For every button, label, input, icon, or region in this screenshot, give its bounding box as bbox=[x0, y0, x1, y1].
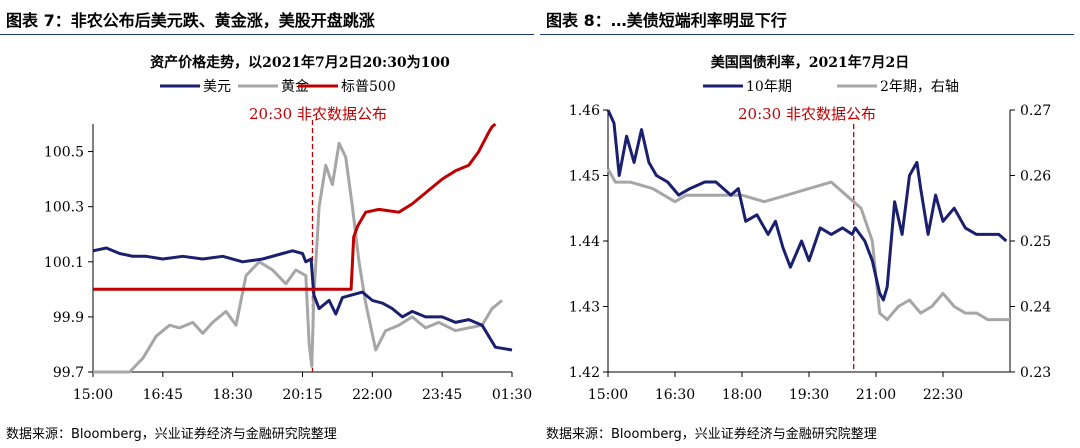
series-line-usd bbox=[92, 246, 513, 352]
y-tick-label-left: 1.44 bbox=[569, 234, 600, 250]
chart-title: 美国国债利率，2021年7月2日 bbox=[711, 54, 909, 71]
x-tick-label: 23:45 bbox=[422, 387, 462, 403]
series-line-spx bbox=[93, 122, 497, 291]
figure-8-chart: 美国国债利率，2021年7月2日 10年期 2年期，右轴 1.42 1.43 1.44 1… bbox=[569, 54, 1051, 403]
y-tick-label: 100.5 bbox=[44, 145, 84, 161]
y-tick-label-left: 1.43 bbox=[569, 300, 600, 316]
figure-8-source: 数据来源：Bloomberg，兴业证券经济与金融研究院整理 bbox=[546, 427, 877, 442]
y-tick-label: 99.7 bbox=[53, 365, 84, 381]
y-tick-label-left: 1.42 bbox=[569, 365, 600, 381]
series-line-y10 bbox=[606, 109, 1008, 302]
y-tick-label-right: 0.26 bbox=[1020, 169, 1051, 185]
event-label: 20:30 非农数据公布 bbox=[249, 105, 387, 123]
legend-label-spx: 标普500 bbox=[341, 79, 396, 95]
figure-8-title: 图表 8：…美债短端利率明显下行 bbox=[546, 11, 787, 30]
y-tick-label: 100.1 bbox=[44, 255, 84, 271]
y-tick-label-right: 0.27 bbox=[1020, 103, 1051, 119]
y-tick-label-right: 0.25 bbox=[1020, 234, 1051, 250]
x-tick-label: 16:30 bbox=[655, 387, 695, 403]
y-tick-label-right: 0.23 bbox=[1020, 365, 1051, 381]
legend-label-y2: 2年期，右轴 bbox=[880, 79, 959, 95]
x-tick-label: 19:30 bbox=[789, 387, 829, 403]
x-tick-label: 16:45 bbox=[143, 387, 183, 403]
figure-7-chart: 资产价格走势，以2021年7月2日20:30为100 美元 黄金 标普500 99.7… bbox=[44, 54, 532, 403]
x-tick-label: 18:00 bbox=[722, 387, 762, 403]
figure-7-title: 图表 7：非农公布后美元跌、黄金涨，美股开盘跳涨 bbox=[6, 11, 375, 30]
series-line-gold bbox=[93, 141, 503, 374]
y-tick-label-left: 1.45 bbox=[569, 169, 600, 185]
x-tick-label: 22:00 bbox=[352, 387, 392, 403]
figure-8-title-rule bbox=[540, 34, 1074, 35]
legend-label-gold: 黄金 bbox=[281, 78, 309, 95]
x-tick-label: 18:30 bbox=[212, 387, 252, 403]
x-tick-label: 15:00 bbox=[588, 387, 628, 403]
figure-7-source: 数据来源：Bloomberg，兴业证券经济与金融研究院整理 bbox=[6, 427, 337, 442]
x-tick-label: 01:30 bbox=[492, 387, 532, 403]
y-tick-label-left: 1.46 bbox=[569, 103, 600, 119]
series-line-y2 bbox=[606, 168, 1010, 322]
chart-title: 资产价格走势，以2021年7月2日20:30为100 bbox=[150, 54, 450, 71]
x-tick-label: 21:00 bbox=[856, 387, 896, 403]
event-label: 20:30 非农数据公布 bbox=[738, 105, 876, 123]
y-tick-label: 99.9 bbox=[53, 310, 84, 326]
x-tick-label: 22:30 bbox=[923, 387, 963, 403]
y-tick-label: 100.3 bbox=[44, 200, 84, 216]
x-tick-label: 20:15 bbox=[282, 387, 322, 403]
legend-label-y10: 10年期 bbox=[746, 79, 792, 95]
figure-7-title-rule bbox=[0, 34, 534, 35]
figure-8-panel: 图表 8：…美债短端利率明显下行 美国国债利率，2021年7月2日 10年期 2年… bbox=[540, 0, 1080, 448]
y-tick-label-right: 0.24 bbox=[1020, 300, 1051, 316]
figure-7-panel: 图表 7：非农公布后美元跌、黄金涨，美股开盘跳涨 资产价格走势，以2021年7月… bbox=[0, 11, 534, 442]
x-tick-label: 15:00 bbox=[73, 387, 113, 403]
legend-label-usd: 美元 bbox=[203, 79, 231, 95]
